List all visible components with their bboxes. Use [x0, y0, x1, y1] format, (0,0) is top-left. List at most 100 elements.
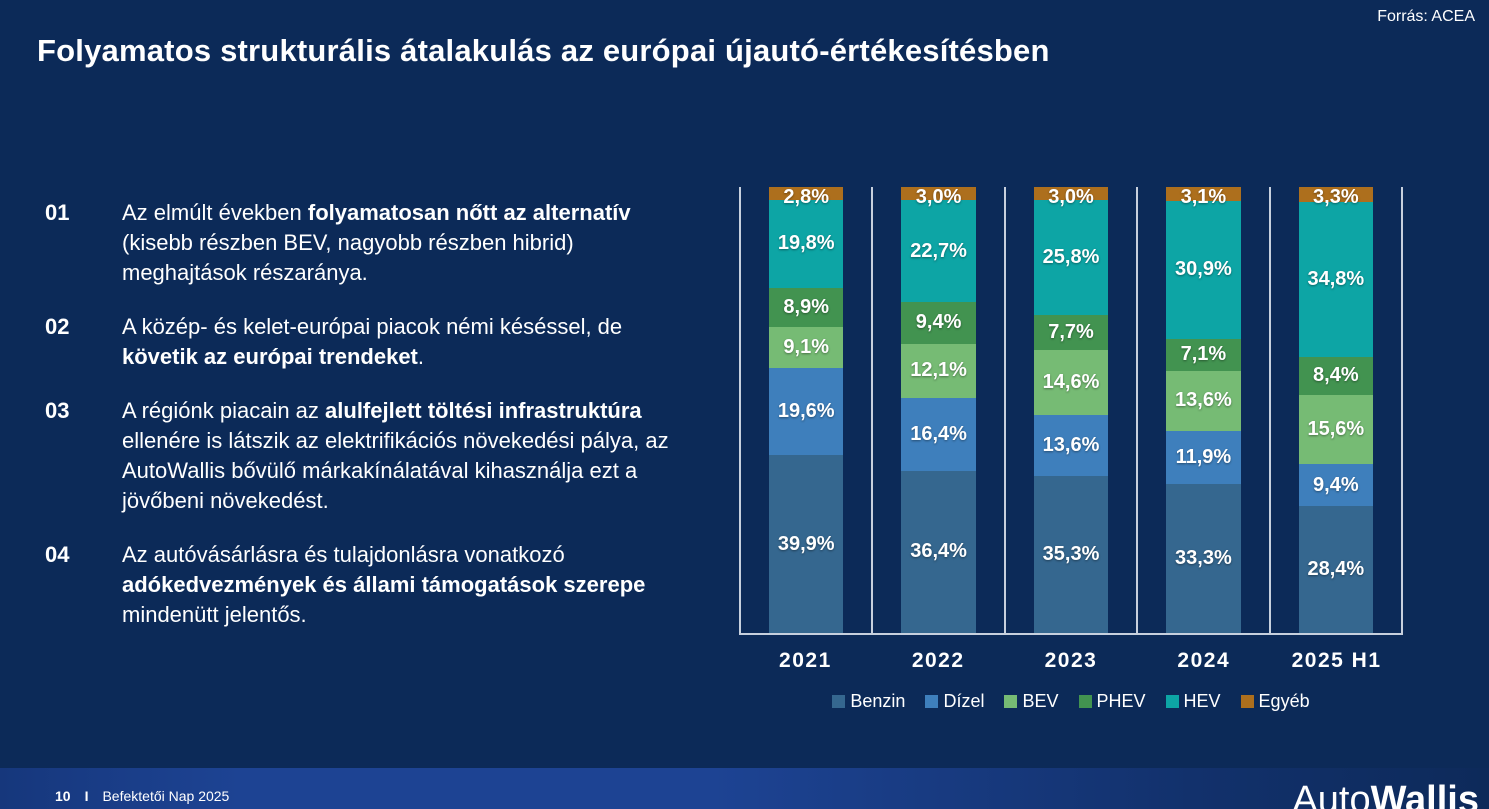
- bar-value-label: 3,0%: [915, 186, 962, 209]
- chart-panel: 39,9% 19,6% 9,1% 8,9% 19,8% 2,8%: [739, 187, 871, 633]
- bar-segment: 30,9%: [1166, 200, 1241, 339]
- chart-plot-area: 39,9% 19,6% 9,1% 8,9% 19,8% 2,8% 36,4% 16,4% 12,…: [739, 187, 1404, 635]
- x-axis-label: 2024: [1177, 649, 1231, 672]
- autowallis-logo: AutoWallis: [1292, 781, 1479, 809]
- bar-value-label: 14,6%: [1042, 370, 1100, 393]
- list-item-text-span: ellenére is látszik az elektrifikációs n…: [122, 428, 669, 513]
- bar-value-label: 3,1%: [1180, 186, 1227, 209]
- list-item-text-span: A régiónk piacain az: [122, 398, 326, 423]
- legend-item: HEV: [1165, 691, 1221, 712]
- legend-swatch: [1165, 695, 1179, 708]
- chart-panel: 28,4% 9,4% 15,6% 8,4% 34,8% 3,3%: [1268, 187, 1404, 633]
- footer-label: Befektetői Nap 2025: [102, 788, 230, 804]
- bar-segment: 35,3%: [1033, 475, 1109, 633]
- legend-swatch: [1078, 695, 1092, 708]
- legend-swatch: [1240, 695, 1254, 708]
- list-item-text: Az autóvásárlásra és tulajdonlásra vonat…: [122, 540, 680, 630]
- bar-value-label: 9,4%: [915, 311, 962, 334]
- bar-segment: 28,4%: [1298, 506, 1373, 633]
- x-axis: 2021 2022 2023 2024 2025 H1: [739, 649, 1403, 673]
- bar-segment: 36,4%: [901, 470, 976, 633]
- x-axis-label: 2021: [779, 649, 832, 672]
- list-item-text-bold: alulfejlett töltési infrastruktúra: [325, 398, 642, 423]
- bar-segment: 9,1%: [769, 327, 844, 368]
- bar-value-label: 28,4%: [1307, 558, 1365, 581]
- legend-label: HEV: [1183, 691, 1221, 711]
- list-item-number: 03: [45, 398, 70, 423]
- list-item-text: Az elmúlt években folyamatosan nőtt az a…: [122, 198, 680, 288]
- bar-value-label: 3,3%: [1313, 186, 1359, 209]
- bar-segment: 3,1%: [1166, 187, 1241, 208]
- bar-segment: 12,1%: [901, 343, 976, 398]
- stacked-bar: 28,4% 9,4% 15,6% 8,4% 34,8% 3,3%: [1298, 187, 1373, 633]
- bar-segment: 7,7%: [1033, 315, 1109, 350]
- legend-label: PHEV: [1096, 691, 1146, 711]
- legend-label: Dízel: [943, 691, 985, 711]
- list-item-text: A régiónk piacain az alulfejlett töltési…: [122, 396, 680, 516]
- logo-text-bold: Wallis: [1370, 779, 1479, 809]
- bar-value-label: 33,3%: [1175, 547, 1232, 570]
- bar-segment: 3,0%: [1033, 187, 1109, 208]
- bar-segment: 14,6%: [1033, 349, 1109, 415]
- bar-segment: 3,0%: [901, 187, 976, 208]
- list-item-number: 04: [45, 542, 70, 567]
- list-item-text-span: Az autóvásárlásra és tulajdonlásra vonat…: [122, 542, 565, 567]
- bar-segment: 8,9%: [769, 287, 844, 328]
- legend-item: Dízel: [925, 691, 984, 712]
- legend-item: PHEV: [1078, 691, 1146, 712]
- bar-value-label: 25,8%: [1042, 246, 1100, 269]
- page-title: Folyamatos strukturális átalakulás az eu…: [37, 33, 1050, 68]
- legend-swatch: [1004, 695, 1018, 708]
- list-item: 02 A közép- és kelet-európai piacok némi …: [45, 312, 685, 372]
- bar-segment: 9,4%: [1298, 464, 1373, 507]
- bar-value-label: 3,0%: [1048, 186, 1094, 209]
- bar-value-label: 36,4%: [910, 540, 967, 563]
- logo-text-light: Auto: [1292, 779, 1371, 809]
- bar-value-label: 39,9%: [777, 532, 835, 555]
- legend-item: BEV: [1004, 691, 1059, 712]
- legend-swatch: [925, 695, 939, 708]
- bar-value-label: 22,7%: [910, 239, 967, 262]
- footer-text: 10 I Befektetői Nap 2025: [55, 788, 229, 804]
- bar-segment: 19,8%: [769, 199, 844, 288]
- legend-item: Egyéb: [1240, 691, 1310, 712]
- bar-segment: 39,9%: [769, 455, 844, 633]
- bar-value-label: 9,4%: [1313, 473, 1359, 496]
- bar-segment: 22,7%: [901, 200, 976, 302]
- list-item-number: 02: [45, 314, 70, 339]
- bar-value-label: 8,4%: [1313, 364, 1359, 387]
- bar-segment: 7,1%: [1166, 338, 1241, 371]
- list-item-text-span: .: [417, 344, 425, 369]
- bar-value-label: 13,6%: [1175, 389, 1232, 412]
- bar-segment: 3,3%: [1298, 187, 1373, 208]
- list-item-number: 01: [45, 200, 70, 225]
- footer-band: [0, 768, 1489, 809]
- bar-value-label: 2,8%: [783, 186, 829, 209]
- bar-value-label: 19,6%: [777, 400, 835, 423]
- bar-segment: 11,9%: [1166, 431, 1241, 485]
- bar-segment: 16,4%: [901, 397, 976, 471]
- bar-value-label: 35,3%: [1042, 542, 1100, 565]
- list-item-text-bold: adókedvezmények és állami támogatások sz…: [122, 572, 646, 597]
- bar-value-label: 13,6%: [1042, 433, 1100, 456]
- chart-panel: 33,3% 11,9% 13,6% 7,1% 30,9% 3,1%: [1136, 187, 1268, 633]
- fuel-mix-chart: 39,9% 19,6% 9,1% 8,9% 19,8% 2,8% 36,4% 16,4% 12,…: [739, 187, 1404, 712]
- list-item-text-span: (kisebb részben BEV, nagyobb részben hib…: [122, 230, 574, 285]
- list-item-text-bold: követik az európai trendeket: [122, 344, 418, 369]
- stacked-bar: 35,3% 13,6% 14,6% 7,7% 25,8% 3,0%: [1033, 187, 1109, 633]
- bar-value-label: 19,8%: [777, 232, 835, 255]
- footer-separator: I: [84, 788, 89, 804]
- bar-segment: 8,4%: [1298, 357, 1373, 395]
- bar-segment: 25,8%: [1033, 200, 1109, 316]
- list-item: 04 Az autóvásárlásra és tulajdonlásra von…: [45, 540, 685, 630]
- list-item-text-bold: folyamatosan nőtt az alternatív: [307, 200, 631, 225]
- legend-label: Egyéb: [1258, 691, 1310, 711]
- bar-value-label: 11,9%: [1175, 446, 1232, 469]
- stacked-bar: 39,9% 19,6% 9,1% 8,9% 19,8% 2,8%: [769, 186, 844, 633]
- bar-value-label: 34,8%: [1307, 267, 1365, 290]
- bar-segment: 34,8%: [1298, 201, 1373, 358]
- bar-value-label: 9,1%: [783, 336, 829, 359]
- bar-segment: 19,6%: [769, 367, 844, 456]
- source-credit: Forrás: ACEA: [1377, 8, 1475, 25]
- list-item-text-span: A közép- és kelet-európai piacok némi ké…: [122, 314, 623, 339]
